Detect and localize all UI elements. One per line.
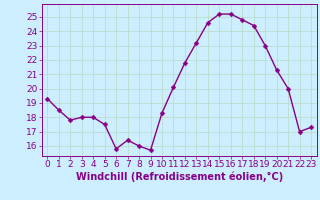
X-axis label: Windchill (Refroidissement éolien,°C): Windchill (Refroidissement éolien,°C) <box>76 172 283 182</box>
